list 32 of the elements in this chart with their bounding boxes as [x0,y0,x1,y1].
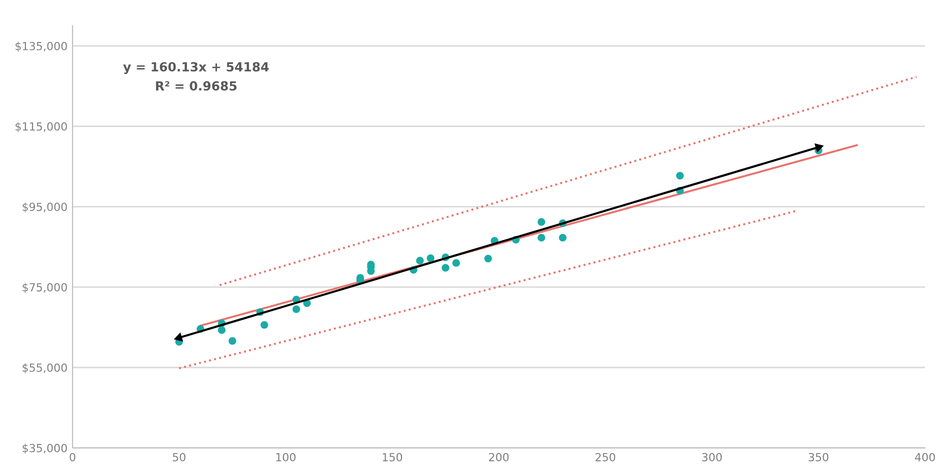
point [538,234,546,242]
annotation: R² = 0.9685 [156,81,237,91]
x-tick-label: 100 [276,452,296,462]
x-tick-label: 0 [70,452,76,462]
point [228,337,236,345]
x-tick-label: 350 [808,452,828,462]
point [538,218,546,226]
x-tick-label: 300 [702,452,722,462]
point [426,254,434,262]
annotation: y = 160.13x + 54184 [123,62,269,74]
y-tick-label: $55,000 [22,363,67,374]
y-tick-label: $115,000 [16,122,67,132]
point [174,333,183,342]
y-tick-label: $35,000 [22,444,67,454]
point [558,234,567,242]
point [676,172,684,180]
point [292,305,300,314]
point [260,321,268,329]
x-tick-label: 150 [382,452,402,462]
point [452,259,460,267]
y-tick-label: $95,000 [22,202,67,213]
point [484,254,492,262]
y-tick-label: $135,000 [16,42,67,52]
point [416,256,424,264]
x-tick-label: 400 [914,452,935,462]
x-tick-label: 200 [489,452,509,462]
x-tick-label: 50 [172,452,186,462]
point [442,264,450,272]
x-tick-label: 250 [596,452,616,462]
y-tick-label: $75,000 [22,282,67,293]
point [218,326,226,334]
point [814,144,824,152]
